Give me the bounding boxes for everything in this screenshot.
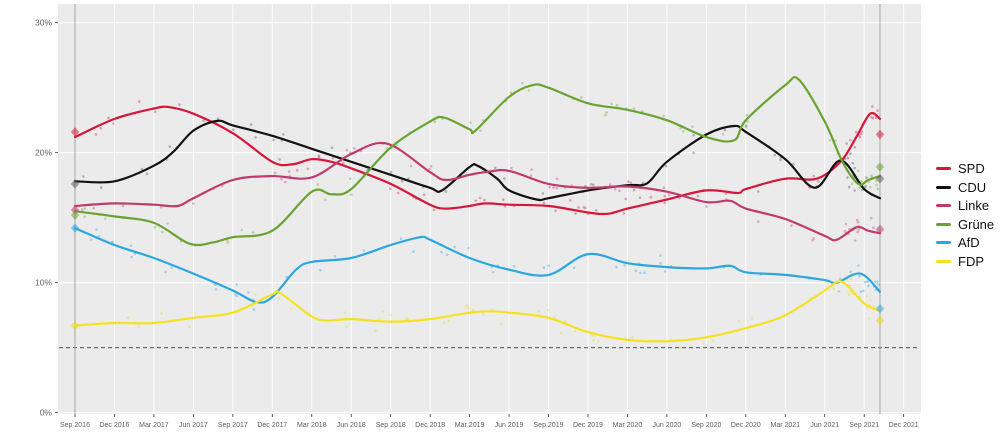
chart-legend: SPD CDU Linke Grüne AfD FDP (936, 162, 994, 268)
legend-item-grüne: Grüne (936, 218, 994, 231)
legend-item-afd: AfD (936, 236, 994, 249)
x-tick-label: Sep 2021 (849, 422, 879, 429)
y-tick-label: 0% (40, 408, 53, 418)
legend-item-fdp: FDP (936, 255, 994, 268)
x-tick-label: Sep 2018 (376, 422, 406, 429)
legend-swatch-spd (936, 166, 951, 171)
x-tick-label: Sep 2017 (218, 422, 248, 429)
legend-item-cdu: CDU (936, 181, 994, 194)
election-result-cdu (70, 179, 80, 189)
election-result-spd (875, 129, 885, 140)
x-tick-label: Mar 2019 (455, 422, 485, 429)
x-tick-label: Mar 2020 (613, 422, 643, 429)
x-tick-label: Mar 2017 (139, 422, 169, 429)
y-tick-label: 10% (35, 278, 52, 288)
legend-label: SPD (958, 161, 985, 176)
election-result-cdu (875, 173, 885, 184)
legend-swatch-cdu (936, 185, 951, 189)
poll-scatter-fdp (126, 278, 876, 350)
x-tick-label: Sep 2019 (534, 422, 564, 429)
legend-label: FDP (958, 253, 984, 269)
x-tick-label: Jun 2020 (652, 422, 681, 429)
y-tick-label: 20% (35, 148, 52, 158)
legend-swatch-afd (936, 241, 951, 245)
election-result-spd (70, 127, 80, 137)
x-tick-label: Jun 2021 (810, 422, 839, 429)
election-result-grüne (875, 162, 885, 172)
x-tick-label: Dec 2017 (257, 422, 287, 429)
x-tick-label: Jun 2017 (179, 422, 208, 429)
grüne-trend-line (73, 76, 882, 247)
election-result-markers (70, 127, 885, 331)
x-tick-label: Jun 2019 (495, 422, 524, 429)
x-tick-label: Dec 2020 (731, 422, 761, 429)
legend-label: Grüne (958, 216, 995, 232)
x-tick-label: Dec 2021 (889, 422, 919, 429)
y-tick-label: 30% (35, 18, 52, 28)
legend-item-linke: Linke (936, 199, 994, 212)
x-tick-label: Jun 2018 (337, 422, 366, 429)
legend-item-spd: SPD (936, 162, 994, 175)
election-result-linke (875, 224, 885, 235)
election-result-grüne (70, 210, 80, 220)
plot-panel (58, 4, 921, 414)
election-result-afd (875, 303, 885, 314)
x-tick-label: Dec 2019 (573, 422, 603, 429)
axis-labels: 0% 10% 20% 30% Sep 2016 Dec 2016 Mar 2017 Jun 2… (35, 18, 919, 429)
linke-trend-line (73, 141, 882, 242)
x-tick-label: Dec 2018 (415, 422, 445, 429)
election-result-fdp (70, 320, 80, 331)
x-tick-label: Mar 2021 (770, 422, 800, 429)
election-result-afd (70, 223, 80, 233)
legend-swatch-grüne (936, 222, 951, 226)
legend-swatch-linke (936, 204, 951, 208)
x-tick-label: Sep 2020 (691, 422, 721, 429)
legend-label: AfD (958, 235, 980, 251)
gridlines (58, 4, 921, 414)
x-tick-label: Dec 2016 (99, 422, 129, 429)
cdu-trend-line (73, 119, 882, 202)
legend-swatch-fdp (936, 259, 951, 264)
election-result-linke (70, 205, 80, 215)
fdp-trend-line (73, 280, 882, 343)
afd-trend-line (73, 227, 882, 304)
election-result-fdp (875, 315, 885, 326)
spd-trend-line (73, 105, 882, 216)
legend-label: CDU (958, 179, 987, 195)
legend-label: Linke (958, 198, 990, 214)
x-tick-label: Mar 2018 (297, 422, 327, 429)
x-tick-label: Sep 2016 (60, 422, 90, 429)
